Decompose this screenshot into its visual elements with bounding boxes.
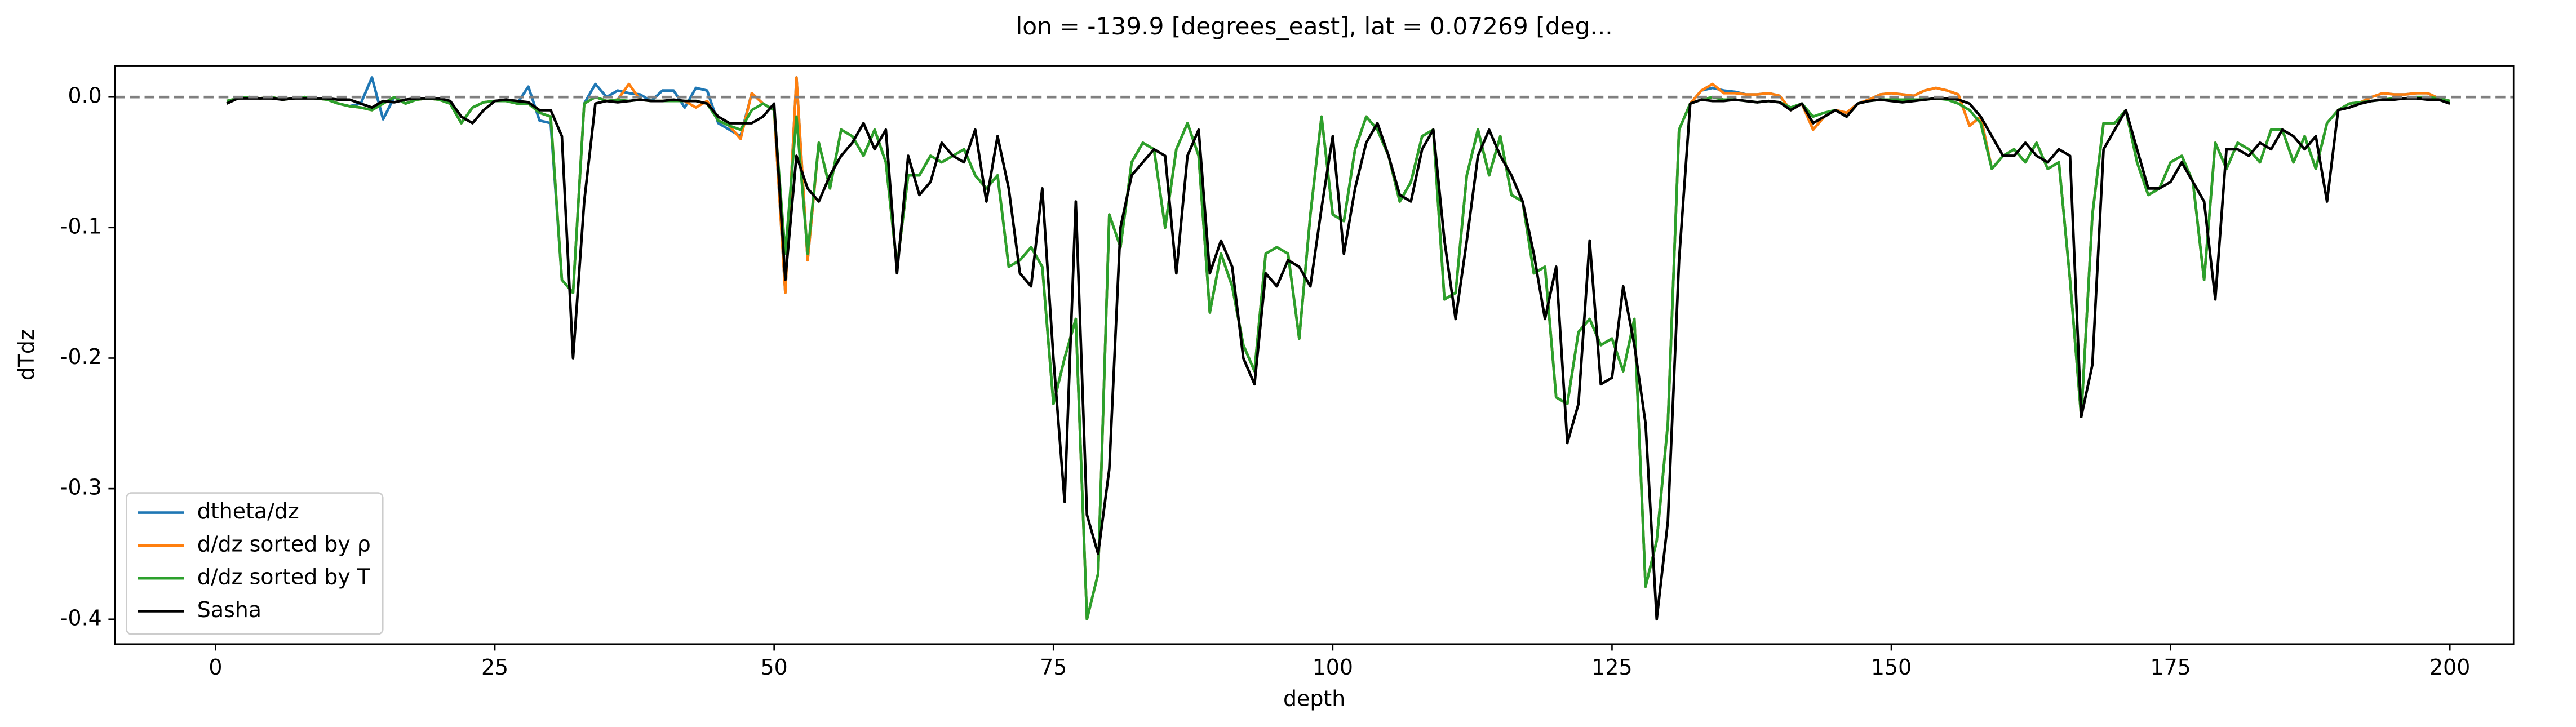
x-tick-label: 100 <box>1313 655 1353 680</box>
x-tick-label: 25 <box>481 655 508 680</box>
x-tick-label: 150 <box>1871 655 1912 680</box>
y-tick-label: -0.2 <box>60 344 102 369</box>
x-tick-label: 0 <box>209 655 222 680</box>
y-tick-label: -0.4 <box>60 605 102 630</box>
legend-label: Sasha <box>197 597 261 622</box>
x-tick-label: 175 <box>2150 655 2191 680</box>
x-tick-label: 75 <box>1040 655 1067 680</box>
legend: dtheta/dz d/dz sorted by ρ d/dz sorted by … <box>126 492 384 635</box>
y-tick-label: -0.3 <box>60 475 102 500</box>
legend-label: dtheta/dz <box>197 499 299 524</box>
plot-frame <box>114 65 2515 645</box>
legend-label: d/dz sorted by T <box>197 565 371 589</box>
legend-box <box>126 492 384 635</box>
y-tick-label: -0.1 <box>60 214 102 238</box>
chart-title: lon = -139.9 [degrees_east], lat = 0.072… <box>1016 12 1613 40</box>
x-tick-label: 125 <box>1591 655 1632 680</box>
x-tick-label: 200 <box>2429 655 2470 680</box>
x-tick-label: 50 <box>761 655 788 680</box>
y-tick-label: 0.0 <box>68 83 102 108</box>
series-line <box>226 97 2451 621</box>
legend-label: d/dz sorted by ρ <box>197 531 371 556</box>
x-axis-label: depth <box>1283 686 1345 711</box>
y-axis-label: dTdz <box>14 329 39 380</box>
